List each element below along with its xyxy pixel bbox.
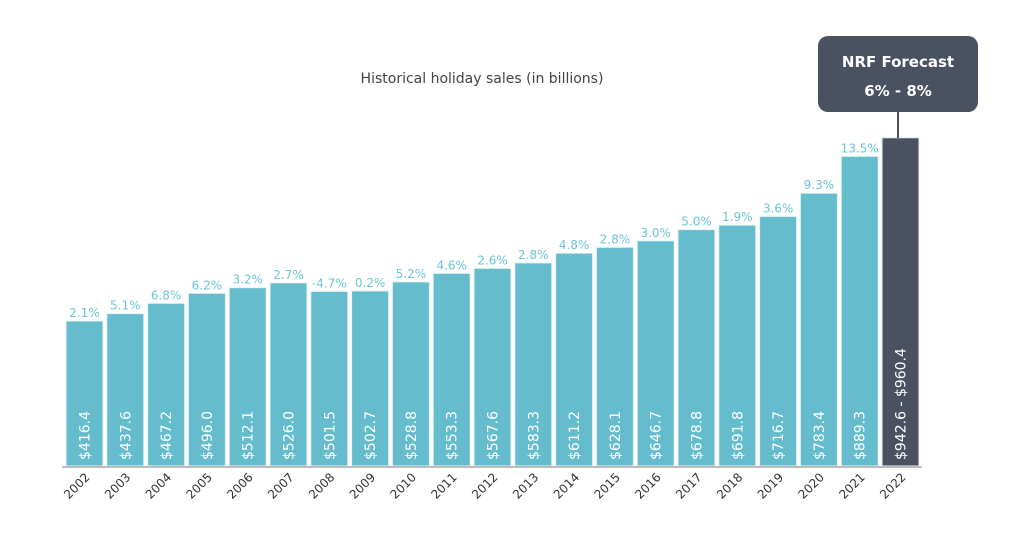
x-tick-label: 2014 — [551, 470, 582, 501]
growth-label: 6.2% — [192, 278, 223, 292]
x-tick-label: 2019 — [755, 470, 786, 501]
value-label: $567.6 — [486, 411, 502, 460]
forecast-callout — [818, 36, 978, 112]
value-label: $526.0 — [282, 411, 298, 460]
bar-2017 — [677, 229, 716, 467]
bar-2013 — [514, 262, 553, 467]
value-label: $691.8 — [730, 411, 746, 460]
x-tick-label: 2007 — [265, 470, 296, 501]
value-label: $437.6 — [118, 411, 134, 460]
growth-label: 13.5% — [841, 141, 879, 155]
value-label: $496.0 — [200, 411, 216, 460]
value-label: $889.3 — [853, 411, 869, 460]
value-label: $528.8 — [404, 411, 420, 460]
bar-2004 — [147, 302, 186, 467]
x-tick-label: 2005 — [184, 470, 215, 501]
bar-2002 — [65, 320, 104, 467]
x-tick-label: 2006 — [224, 470, 255, 501]
growth-label: 2.6% — [477, 253, 508, 267]
growth-label: 0.2% — [355, 276, 386, 290]
growth-label: 2.8% — [600, 232, 631, 246]
x-tick-label: 2022 — [877, 470, 908, 501]
bar-2009 — [351, 290, 390, 467]
growth-label: 3.0% — [640, 226, 671, 240]
x-tick-label: 2008 — [306, 470, 337, 501]
value-label: $646.7 — [649, 411, 665, 460]
value-label: $467.2 — [159, 411, 175, 460]
growth-label: 4.6% — [436, 258, 467, 272]
growth-label: 5.2% — [396, 267, 427, 281]
bar-2007 — [269, 282, 308, 467]
bar-2011 — [432, 272, 471, 467]
growth-label: 2.7% — [273, 268, 304, 282]
growth-label: -4.7% — [312, 276, 347, 290]
value-label: $501.5 — [322, 411, 338, 460]
x-tick-label: 2015 — [592, 470, 623, 501]
bar-2022 — [881, 137, 920, 467]
value-label: $512.1 — [241, 411, 257, 460]
x-tick-label: 2020 — [796, 470, 827, 501]
value-label: $502.7 — [363, 411, 379, 460]
growth-label: 6.8% — [151, 288, 182, 302]
x-tick-label: 2012 — [469, 470, 500, 501]
bar-2021 — [840, 155, 879, 467]
x-tick-label: 2016 — [632, 470, 663, 501]
callout-line1: NRF Forecast — [842, 53, 954, 71]
x-tick-label: 2021 — [836, 470, 867, 501]
x-tick-label: 2002 — [61, 470, 92, 501]
growth-label: 4.8% — [559, 238, 590, 252]
growth-label: 9.3% — [804, 178, 835, 192]
x-tick-label: 2017 — [673, 470, 704, 501]
bar-2012 — [473, 267, 512, 467]
growth-label: 2.1% — [69, 306, 100, 320]
growth-label: 5.0% — [681, 215, 712, 229]
bar-2020 — [799, 192, 838, 467]
x-tick-label: 2013 — [510, 470, 541, 501]
growth-label: 3.2% — [232, 273, 263, 287]
value-label: $583.3 — [526, 411, 542, 460]
value-label: $628.1 — [608, 411, 624, 460]
growth-label: 5.1% — [110, 299, 141, 313]
value-label: $611.2 — [567, 411, 583, 460]
growth-label: 2.8% — [518, 248, 549, 262]
x-tick-label: 2018 — [714, 470, 745, 501]
chart-title: Historical holiday sales (in billions) — [361, 71, 604, 87]
x-tick-label: 2009 — [347, 470, 378, 501]
value-label: $416.4 — [78, 411, 94, 460]
value-label: $783.4 — [812, 411, 828, 460]
value-label: $553.3 — [445, 411, 461, 460]
callout-line2: 6% - 8% — [864, 82, 932, 100]
growth-label: 1.9% — [722, 210, 753, 224]
value-label: $716.7 — [771, 411, 787, 460]
x-tick-label: 2004 — [143, 470, 174, 501]
bar-2003 — [106, 313, 145, 467]
growth-label: 3.6% — [763, 201, 794, 215]
x-tick-label: 2011 — [428, 470, 459, 501]
bar-2015 — [595, 246, 634, 467]
bar-2019 — [759, 215, 798, 467]
bar-2018 — [718, 224, 757, 467]
value-label: $942.6 - $960.4 — [894, 348, 910, 460]
value-label: $678.8 — [690, 411, 706, 460]
x-tick-label: 2010 — [388, 470, 419, 501]
bar-2005 — [187, 292, 226, 467]
x-tick-label: 2003 — [102, 470, 133, 501]
